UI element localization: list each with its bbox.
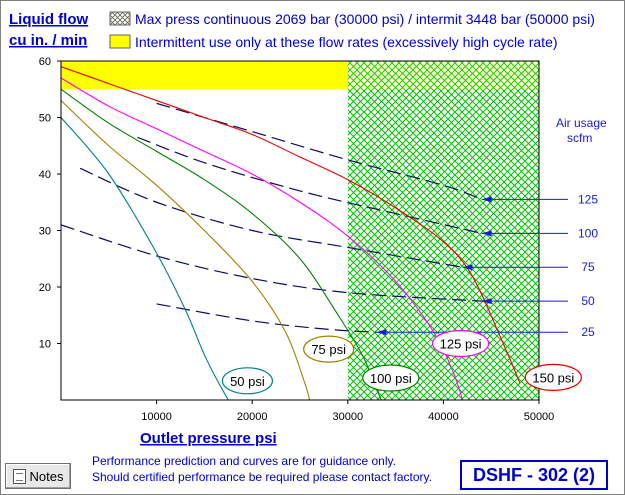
x-tick-label: 10000 [141,411,172,423]
performance-chart: Liquid flow cu in. / min Outlet pressure… [9,11,607,447]
air-usage-label-100: 100 [578,226,598,240]
curve-label-bubble [432,329,490,358]
legend-label-yellow: Intermittent use only at these flow rate… [135,34,558,50]
curve-label: 125 psi [440,337,482,352]
footer-note-2: Should certified performance be required… [92,470,432,484]
air-usage-line-75 [79,167,463,268]
curve-label-bubble [303,335,355,363]
curve-150-psi [61,66,521,384]
footer-note-1: Performance prediction and curves are fo… [92,454,396,468]
legend-swatch-yellow [109,34,131,49]
air-usage-label-125: 125 [578,192,598,206]
y-tick-label: 30 [39,226,51,238]
air-usage-title: Air usage [556,116,607,130]
air-usage-arrow-25 [376,329,387,336]
air-usage-arrow-125 [481,196,492,203]
curve-label: 50 psi [230,374,265,389]
y-tick-label: 50 [39,113,51,125]
model-number: DSHF - 302 (2) [460,460,608,490]
x-tick-label: 40000 [428,411,459,423]
curve-75-psi [61,100,311,400]
air-usage-line-125 [156,102,482,200]
legend-swatch-hatch [109,11,131,26]
air-usage-label-50: 50 [581,294,595,308]
curve-label: 75 psi [311,342,346,357]
notes-button-label: Notes [29,468,64,484]
xlabel: Outlet pressure psi [140,430,277,447]
y-tick-label: 10 [39,339,51,351]
ylabel-line2: cu in. / min [9,32,87,49]
air-usage-arrow-50 [481,298,492,305]
air-usage-label-25: 25 [581,325,595,339]
curve-label: 150 psi [532,370,574,385]
curve-50-psi [61,117,229,400]
curve-label-bubble [362,364,420,392]
air-usage-line-50 [61,224,482,302]
x-tick-label: 20000 [237,411,268,423]
x-tick-label: 50000 [524,411,555,423]
ylabel-line1: Liquid flow [9,11,88,28]
notes-button[interactable]: Notes [5,463,71,489]
air-usage-label-75: 75 [581,260,595,274]
curve-label: 100 psi [370,371,412,386]
air-usage-line-100 [137,136,482,234]
air-usage-arrow-100 [481,230,492,237]
y-tick-label: 40 [39,169,51,181]
air-usage-unit: scfm [567,131,592,145]
y-tick-label: 20 [39,282,51,294]
curve-label-bubble [524,363,582,391]
x-tick-label: 30000 [333,411,364,423]
air-usage-line-25 [156,303,377,333]
curve-label-bubble [221,367,274,395]
y-tick-label: 60 [39,56,51,68]
legend-label-hatch: Max press continuous 2069 bar (30000 psi… [135,11,595,27]
region-overlap [347,61,539,90]
air-usage-arrow-75 [462,264,473,271]
notes-icon [12,468,26,484]
